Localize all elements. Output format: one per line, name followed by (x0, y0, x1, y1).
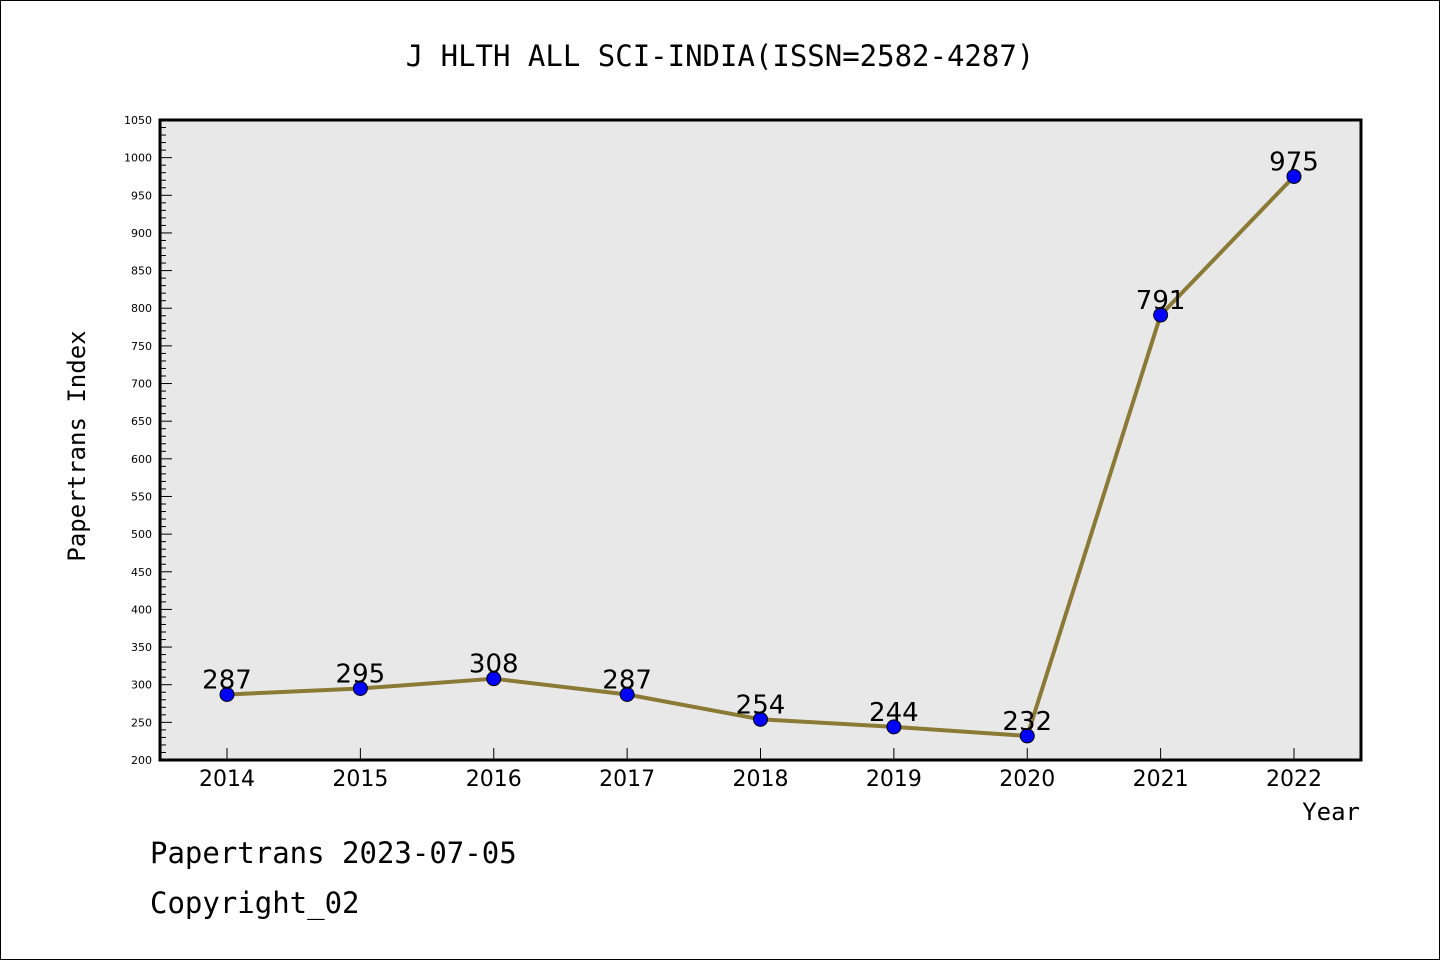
data-label-2016: 308 (469, 650, 519, 680)
y-tick-label: 750 (131, 340, 152, 353)
x-tick-label: 2019 (866, 767, 922, 792)
y-tick-label: 1000 (124, 152, 152, 165)
x-tick-label: 2022 (1266, 767, 1322, 792)
y-tick-label: 700 (131, 378, 152, 391)
data-label-2017: 287 (602, 665, 652, 695)
data-point-2020 (1019, 728, 1035, 744)
x-tick-label: 2020 (999, 767, 1055, 792)
y-tick-label: 350 (131, 641, 152, 654)
y-tick-label: 850 (131, 265, 152, 278)
y-tick-label: 400 (131, 603, 152, 616)
y-tick-label: 900 (131, 227, 152, 240)
data-point-2015 (352, 680, 368, 696)
x-tick-label: 2017 (599, 767, 655, 792)
y-tick-label: 200 (131, 754, 152, 767)
data-point-2014 (219, 686, 235, 702)
data-label-2015: 295 (336, 659, 386, 689)
data-point-2017 (619, 686, 635, 702)
data-label-2019: 244 (869, 698, 919, 728)
y-tick-label: 800 (131, 302, 152, 315)
x-tick-label: 2014 (199, 767, 255, 792)
data-point-2019 (886, 719, 902, 735)
x-axis-label: Year (1302, 798, 1360, 826)
y-axis-label: Papertrans Index (63, 330, 91, 561)
footer-line-1: Papertrans 2023-07-05 (150, 836, 517, 870)
y-tick-label: 1050 (124, 114, 152, 127)
x-tick-label: 2018 (733, 767, 789, 792)
y-tick-label: 450 (131, 566, 152, 579)
data-label-2018: 254 (736, 690, 786, 720)
y-axis-ticks: 200 250 300 350 400 450 500 550 600 650 700 750 800 8… (124, 114, 172, 767)
data-label-2022: 975 (1269, 147, 1319, 177)
data-point-2018 (753, 711, 768, 727)
data-point-2022 (1286, 168, 1302, 184)
x-tick-label: 2016 (466, 767, 522, 792)
data-point-2016 (486, 671, 502, 687)
data-point-2021 (1153, 307, 1169, 323)
y-tick-label: 950 (131, 189, 152, 202)
series-layer (219, 168, 1302, 744)
plot-area (158, 118, 1363, 762)
y-tick-label: 650 (131, 415, 152, 428)
y-tick-label: 500 (131, 528, 152, 541)
data-labels-layer: 287 295 308 287 254 244 232 791 975 (202, 147, 1319, 736)
y-tick-label: 600 (131, 453, 152, 466)
data-label-2014: 287 (202, 665, 252, 695)
y-tick-label: 550 (131, 490, 152, 503)
data-label-2020: 232 (1002, 707, 1052, 737)
x-axis-ticks: 2014 2015 2016 2017 2018 2019 2020 2021 2022 (199, 748, 1322, 792)
y-tick-label: 300 (131, 679, 152, 692)
x-tick-label: 2021 (1133, 767, 1189, 792)
x-tick-label: 2015 (332, 767, 388, 792)
footer-line-2: Copyright_02 (150, 886, 360, 920)
chart-title: J HLTH ALL SCI-INDIA(ISSN=2582-4287) (406, 39, 1035, 73)
y-tick-label: 250 (131, 716, 152, 729)
data-label-2021: 791 (1136, 286, 1186, 316)
